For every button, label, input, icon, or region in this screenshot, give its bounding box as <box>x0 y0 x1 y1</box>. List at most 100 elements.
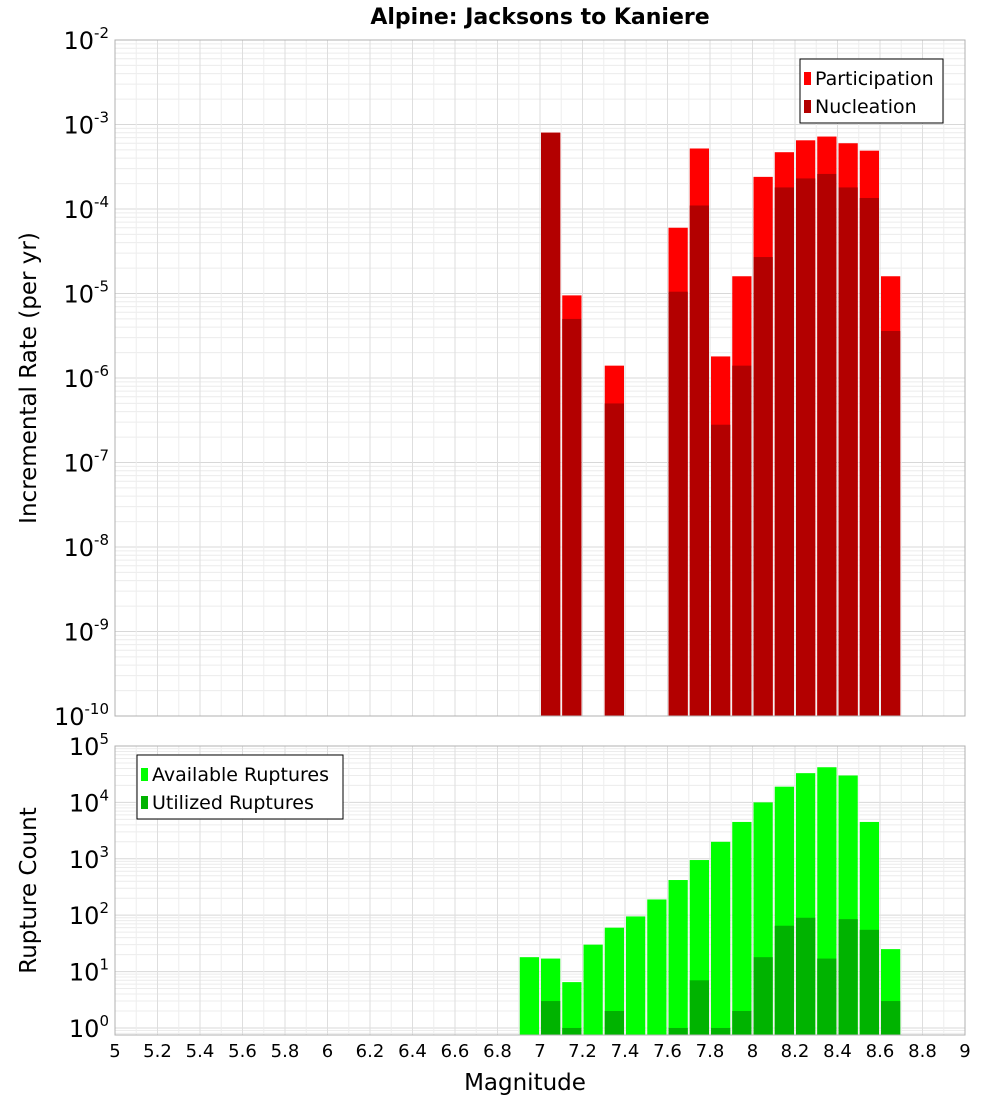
legend-label: Participation <box>815 68 934 90</box>
x-tick-label: 9 <box>959 1041 970 1062</box>
y-tick-label: 10-10 <box>54 700 109 731</box>
legend: Available Ruptures Utilized Ruptures <box>136 754 344 820</box>
y-tick-label: 10-9 <box>63 616 109 647</box>
bar-2-7 <box>732 365 752 716</box>
bar-2-13 <box>859 197 879 716</box>
y-axis-label: Incremental Rate (per yr) <box>16 232 42 524</box>
bar-1-7 <box>647 899 667 1035</box>
legend-swatch <box>141 796 148 809</box>
bar-2-9 <box>689 980 709 1035</box>
bar-2-12 <box>838 187 858 717</box>
y-tick-label: 10-8 <box>63 531 109 562</box>
y-tick-label: 102 <box>69 899 109 930</box>
y-tick-label: 10-2 <box>63 24 109 55</box>
bar-2-8 <box>753 257 773 716</box>
legend-box <box>136 754 344 820</box>
bar-1-5 <box>604 927 624 1035</box>
bar-1-11 <box>732 821 752 1035</box>
legend: Participation Nucleation <box>799 58 944 124</box>
x-tick-label: 7 <box>534 1041 545 1062</box>
y-tick-label: 10-6 <box>63 362 109 393</box>
y-tick-label: 104 <box>69 786 109 817</box>
chart-panel-1: 10-2 10-3 10-4 10-5 10-6 10-7 10-8 10-9 10-10 Alp… <box>16 5 966 731</box>
y-tick-label: 10-4 <box>63 193 109 224</box>
y-tick-labels: 10-2 10-3 10-4 10-5 10-6 10-7 10-8 10-9 10-10 <box>54 24 109 731</box>
y-tick-labels: 105 104 103 102 101 100 <box>69 730 109 1043</box>
legend-label: Nucleation <box>815 96 917 118</box>
bar-2-11 <box>817 173 837 716</box>
x-tick-label: 7.6 <box>653 1041 682 1062</box>
x-tick-label: 6.6 <box>441 1041 470 1062</box>
bar-2-13 <box>774 925 794 1035</box>
x-tick-label: 8.6 <box>866 1041 895 1062</box>
bar-2-10 <box>796 178 816 717</box>
bar-2-12 <box>753 957 773 1035</box>
bar-1-6 <box>626 916 646 1035</box>
chart-title: Alpine: Jacksons to Kaniere <box>370 5 709 30</box>
x-tick-label: 7.8 <box>696 1041 725 1062</box>
legend-swatch <box>804 100 811 113</box>
bar-2-11 <box>732 1010 752 1035</box>
x-tick-label: 5.2 <box>143 1041 172 1062</box>
x-tick-label: 7.2 <box>568 1041 597 1062</box>
grid <box>114 39 966 717</box>
y-tick-label: 10-3 <box>63 109 109 140</box>
bar-2-3 <box>604 403 624 716</box>
bar-2-10 <box>711 1027 731 1035</box>
x-tick-label: 8.2 <box>781 1041 810 1062</box>
legend-box <box>799 58 944 124</box>
bar-2-8 <box>668 1027 688 1035</box>
legend-swatch <box>141 768 148 781</box>
x-tick-label: 5 <box>109 1041 120 1062</box>
bar-2-14 <box>796 917 816 1035</box>
x-tick-label: 6.4 <box>398 1041 427 1062</box>
bar-2-18 <box>881 1001 901 1035</box>
x-axis-label: Magnitude <box>464 1070 586 1096</box>
bar-1-3 <box>562 982 582 1035</box>
x-tick-label: 7.4 <box>611 1041 640 1062</box>
bar-2-3 <box>562 1027 582 1035</box>
bar-2-17 <box>859 929 879 1035</box>
x-tick-label: 5.8 <box>271 1041 300 1062</box>
bar-2-15 <box>817 958 837 1035</box>
plot-frame <box>114 39 966 717</box>
bar-2-9 <box>774 187 794 717</box>
x-tick-label: 5.4 <box>186 1041 215 1062</box>
x-tick-label: 6.2 <box>356 1041 385 1062</box>
y-tick-label: 101 <box>69 956 109 987</box>
bar-1-10 <box>711 841 731 1035</box>
plot-frame <box>114 745 966 1036</box>
legend-swatch <box>804 72 811 85</box>
y-tick-label: 100 <box>69 1012 109 1043</box>
bar-1-8 <box>668 880 688 1035</box>
series-2-bars <box>541 917 901 1035</box>
bar-2-16 <box>838 919 858 1035</box>
bar-2-1 <box>541 132 561 716</box>
x-tick-label: 5.6 <box>228 1041 257 1062</box>
bar-1-4 <box>583 944 603 1035</box>
y-tick-label: 103 <box>69 843 109 874</box>
bar-2-5 <box>604 1010 624 1035</box>
y-tick-label: 105 <box>69 730 109 761</box>
bar-2-14 <box>881 330 901 716</box>
legend-label: Utilized Ruptures <box>152 792 314 814</box>
x-tick-label: 8.4 <box>823 1041 852 1062</box>
bar-2-4 <box>668 291 688 716</box>
bar-2-6 <box>711 424 731 716</box>
x-tick-labels: 5 5.2 5.4 5.6 5.8 6 6.2 6.4 6.6 6.8 7 7.2 7.4 7.6 7.8 8… <box>109 1041 970 1062</box>
y-tick-label: 10-5 <box>63 278 109 309</box>
bar-2-2 <box>562 318 582 716</box>
x-tick-label: 6 <box>322 1041 333 1062</box>
bar-2-5 <box>689 205 709 716</box>
x-tick-label: 6.8 <box>483 1041 512 1062</box>
x-tick-label: 8.8 <box>908 1041 937 1062</box>
bar-1-1 <box>519 957 539 1035</box>
y-tick-label: 10-7 <box>63 447 109 478</box>
bar-2-2 <box>541 1001 561 1035</box>
x-tick-label: 8 <box>747 1041 758 1062</box>
series-2-bars <box>541 132 901 717</box>
legend-label: Available Ruptures <box>152 764 329 786</box>
